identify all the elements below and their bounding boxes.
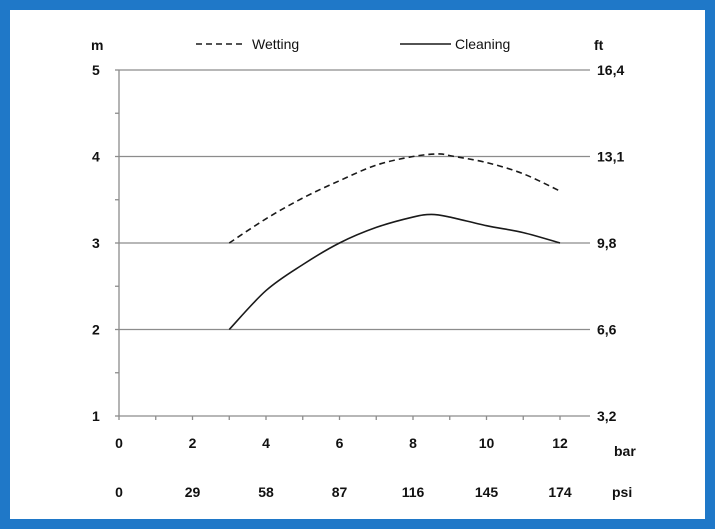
series-line-cleaning bbox=[228, 213, 561, 331]
legend-cleaning-label: Cleaning bbox=[455, 36, 510, 52]
y-tick-label-m: 5 bbox=[92, 62, 100, 78]
legend: Wetting Cleaning bbox=[196, 36, 510, 52]
y-tick-label-ft: 13,1 bbox=[597, 149, 624, 165]
series-line-wetting bbox=[228, 153, 561, 244]
y-tick-label-ft: 6,6 bbox=[597, 322, 617, 338]
axes bbox=[115, 69, 561, 420]
series-group bbox=[228, 153, 561, 331]
x-tick-label-bar: 10 bbox=[479, 435, 495, 451]
y-unit-left: m bbox=[91, 37, 103, 53]
x-unit-bar: bar bbox=[614, 443, 636, 459]
x-tick-label-bar: 6 bbox=[336, 435, 344, 451]
x-tick-label-bar: 2 bbox=[189, 435, 197, 451]
x-tick-label-psi: 29 bbox=[185, 484, 201, 500]
x-tick-label-psi: 116 bbox=[402, 484, 425, 500]
y-tick-label-m: 1 bbox=[92, 408, 100, 424]
x-tick-label-psi: 58 bbox=[258, 484, 274, 500]
x-tick-label-psi: 145 bbox=[475, 484, 499, 500]
x-tick-label-psi: 0 bbox=[115, 484, 123, 500]
y-tick-label-m: 3 bbox=[92, 235, 100, 251]
x-unit-psi: psi bbox=[612, 484, 632, 500]
y-tick-label-ft: 3,2 bbox=[597, 408, 617, 424]
y-unit-right: ft bbox=[594, 37, 604, 53]
x-tick-label-psi: 87 bbox=[332, 484, 348, 500]
y-tick-label-m: 4 bbox=[92, 149, 100, 165]
x-tick-label-psi: 174 bbox=[548, 484, 572, 500]
x-tick-label-bar: 4 bbox=[262, 435, 270, 451]
y-tick-label-ft: 16,4 bbox=[597, 62, 624, 78]
legend-wetting-label: Wetting bbox=[252, 36, 299, 52]
y-tick-label-m: 2 bbox=[92, 322, 100, 338]
x-tick-label-bar: 12 bbox=[552, 435, 568, 451]
x-tick-label-bar: 8 bbox=[409, 435, 417, 451]
y-tick-label-ft: 9,8 bbox=[597, 235, 617, 251]
x-tick-label-bar: 0 bbox=[115, 435, 123, 451]
gridlines bbox=[119, 69, 590, 417]
